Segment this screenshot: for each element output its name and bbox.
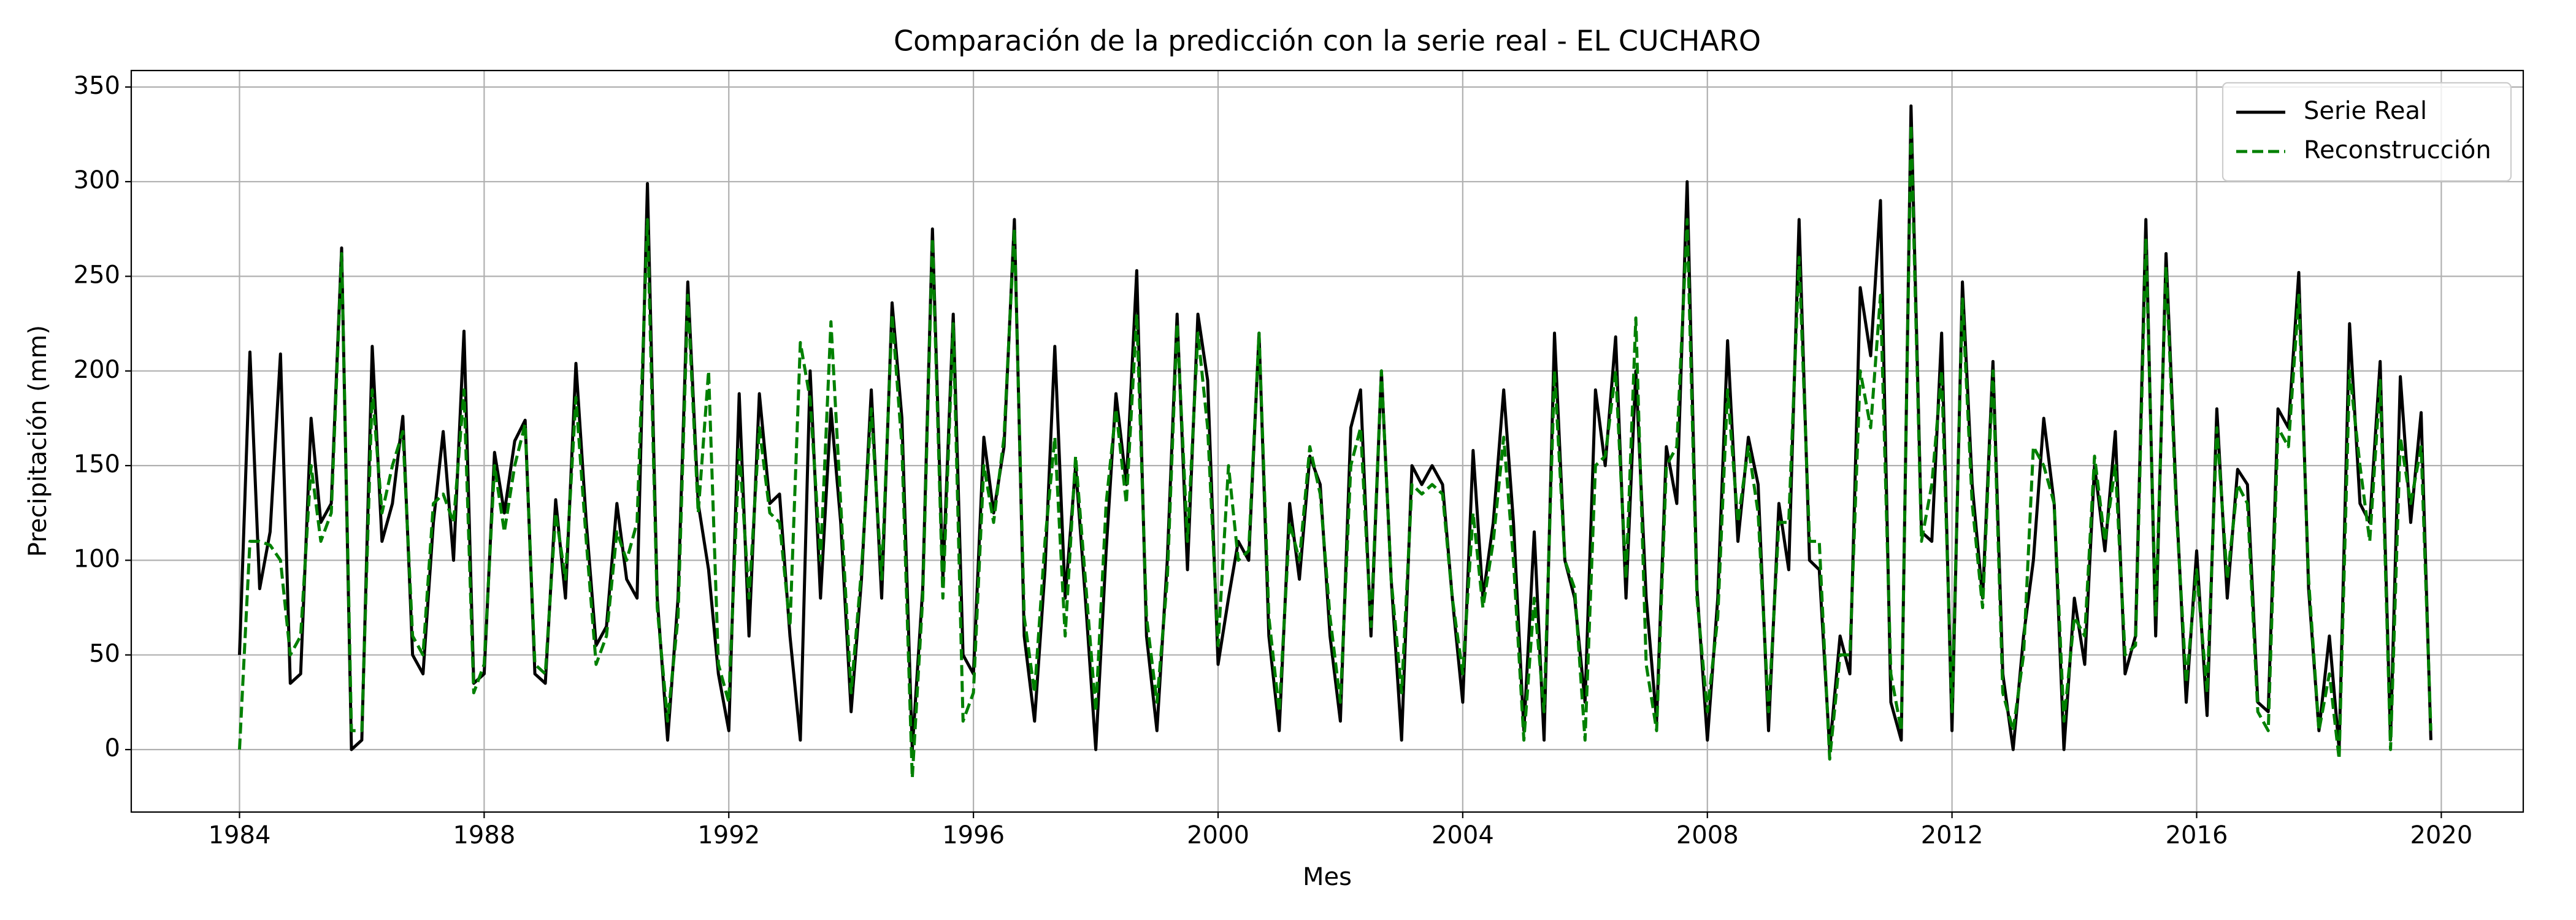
y-tick-label: 50 [89,640,120,668]
y-tick-label: 350 [74,72,120,100]
series-line [238,104,2432,751]
y-tick-label: 150 [74,450,120,478]
x-tick-label: 2012 [1921,821,1984,849]
y-axis-label: Precipitación (mm) [24,325,52,557]
y-tick-label: 250 [74,261,120,289]
x-tick-label: 1988 [453,821,515,849]
x-tick-label: 2000 [1187,821,1249,849]
x-tick-label: 2020 [2410,821,2472,849]
plot-frame [130,69,2524,813]
y-tick-label: 0 [105,734,120,762]
x-tick-label: 2008 [1676,821,1739,849]
legend: Serie Real Reconstrucción [2221,82,2512,182]
series-line [238,123,2432,780]
y-tick-label: 300 [74,166,120,194]
y-tick-label: 200 [74,356,120,384]
x-axis-label: Mes [1303,863,1352,891]
x-tick-label: 2016 [2166,821,2228,849]
x-tick-label: 1996 [942,821,1005,849]
legend-label: Serie Real [2304,97,2427,125]
x-tick-label: 1984 [209,821,271,849]
x-tick-label: 2004 [1432,821,1494,849]
legend-box [2221,82,2512,182]
chart-title: Comparación de la predicción con la seri… [894,25,1761,58]
y-tick-label: 100 [74,545,120,573]
x-tick-label: 1992 [697,821,760,849]
legend-label: Reconstrucción [2304,136,2491,164]
